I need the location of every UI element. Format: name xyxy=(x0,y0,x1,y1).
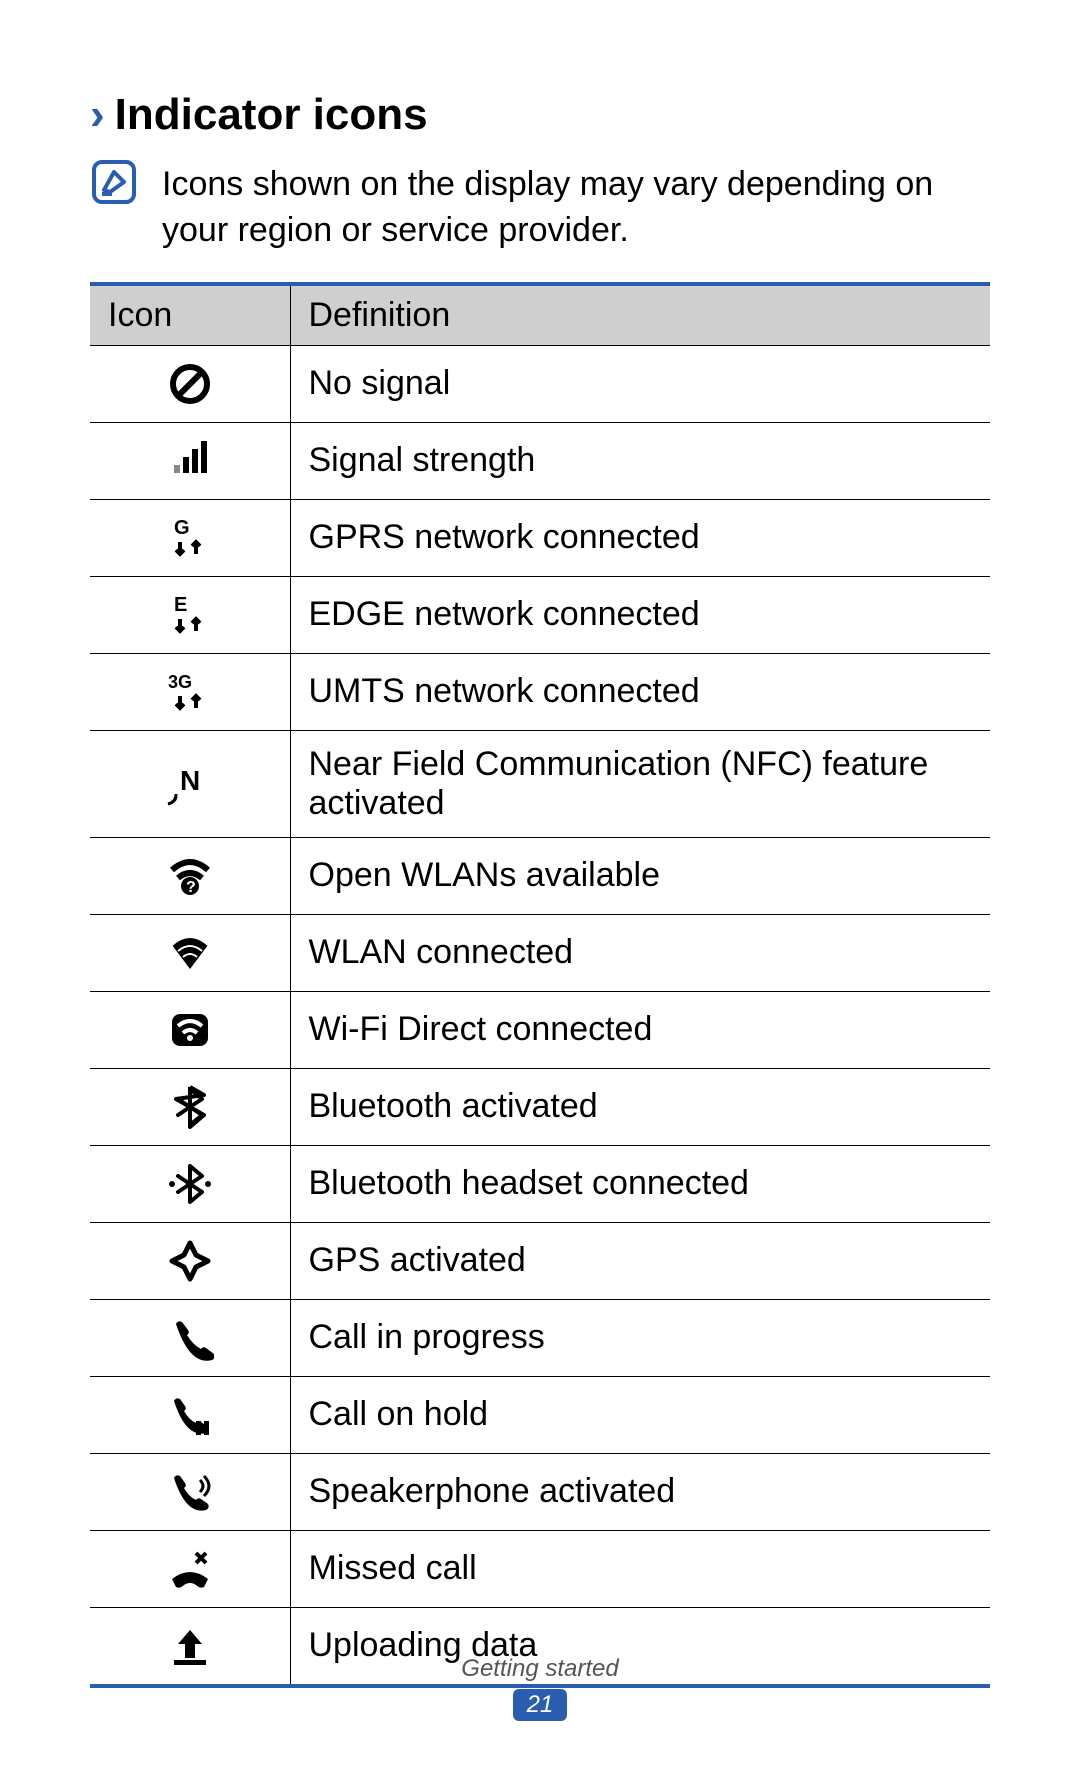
table-row: Speakerphone activated xyxy=(90,1453,990,1530)
table-row: Bluetooth activated xyxy=(90,1068,990,1145)
definition-cell: Call on hold xyxy=(290,1376,990,1453)
wlan-connected-icon xyxy=(90,914,290,991)
col-definition: Definition xyxy=(290,284,990,346)
open-wlan-icon xyxy=(90,837,290,914)
table-row: EDGE network connected xyxy=(90,576,990,653)
definition-cell: Near Field Communication (NFC) feature a… xyxy=(290,730,990,837)
missed-call-icon xyxy=(90,1530,290,1607)
table-row: WLAN connected xyxy=(90,914,990,991)
table-row: No signal xyxy=(90,345,990,422)
definition-cell: Call in progress xyxy=(290,1299,990,1376)
table-row: Near Field Communication (NFC) feature a… xyxy=(90,730,990,837)
definition-cell: No signal xyxy=(290,345,990,422)
definition-cell: GPRS network connected xyxy=(290,499,990,576)
nfc-icon xyxy=(90,730,290,837)
definition-cell: Bluetooth activated xyxy=(290,1068,990,1145)
call-in-progress-icon xyxy=(90,1299,290,1376)
table-row: Signal strength xyxy=(90,422,990,499)
indicator-table: Icon Definition No signalSignal strength… xyxy=(90,282,990,1688)
table-row: Open WLANs available xyxy=(90,837,990,914)
definition-cell: Wi-Fi Direct connected xyxy=(290,991,990,1068)
no-signal-icon xyxy=(90,345,290,422)
speakerphone-icon xyxy=(90,1453,290,1530)
table-row: GPS activated xyxy=(90,1222,990,1299)
table-row: Wi-Fi Direct connected xyxy=(90,991,990,1068)
bluetooth-icon xyxy=(90,1068,290,1145)
section-heading: › Indicator icons xyxy=(90,90,990,140)
table-row: UMTS network connected xyxy=(90,653,990,730)
note-text: Icons shown on the display may vary depe… xyxy=(162,158,990,254)
definition-cell: Bluetooth headset connected xyxy=(290,1145,990,1222)
table-row: GPRS network connected xyxy=(90,499,990,576)
definition-cell: Missed call xyxy=(290,1530,990,1607)
call-on-hold-icon xyxy=(90,1376,290,1453)
table-row: Call on hold xyxy=(90,1376,990,1453)
footer-page-number: 21 xyxy=(513,1689,568,1721)
table-row: Bluetooth headset connected xyxy=(90,1145,990,1222)
page-footer: Getting started 21 xyxy=(0,1655,1080,1721)
bluetooth-headset-icon xyxy=(90,1145,290,1222)
gps-icon xyxy=(90,1222,290,1299)
table-row: Call in progress xyxy=(90,1299,990,1376)
heading-text: Indicator icons xyxy=(115,90,428,140)
definition-cell: Signal strength xyxy=(290,422,990,499)
definition-cell: Open WLANs available xyxy=(290,837,990,914)
definition-cell: GPS activated xyxy=(290,1222,990,1299)
chevron-icon: › xyxy=(90,93,105,137)
note-row: Icons shown on the display may vary depe… xyxy=(90,158,990,254)
signal-strength-icon xyxy=(90,422,290,499)
footer-section: Getting started xyxy=(0,1655,1080,1683)
note-icon xyxy=(90,158,142,215)
definition-cell: UMTS network connected xyxy=(290,653,990,730)
definition-cell: EDGE network connected xyxy=(290,576,990,653)
edge-icon xyxy=(90,576,290,653)
wifi-direct-icon xyxy=(90,991,290,1068)
col-icon: Icon xyxy=(90,284,290,346)
table-row: Missed call xyxy=(90,1530,990,1607)
gprs-icon xyxy=(90,499,290,576)
umts-3g-icon xyxy=(90,653,290,730)
definition-cell: Speakerphone activated xyxy=(290,1453,990,1530)
definition-cell: WLAN connected xyxy=(290,914,990,991)
